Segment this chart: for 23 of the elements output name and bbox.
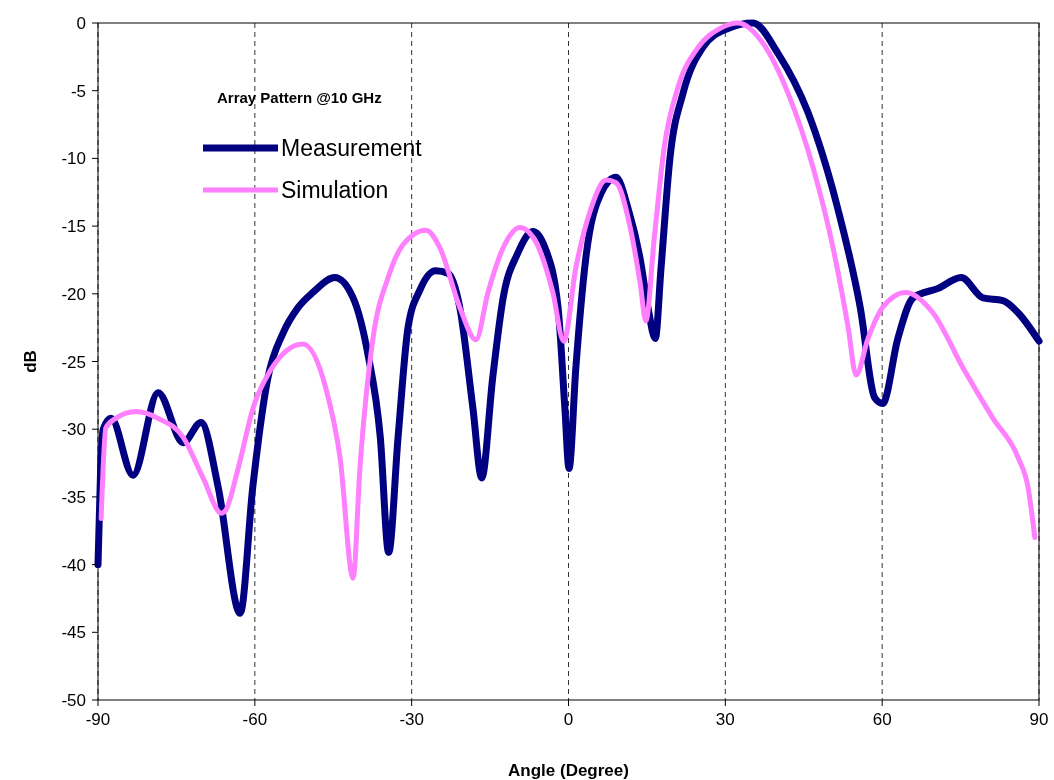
y-tick-label: -45: [61, 623, 86, 643]
y-tick-label: -5: [70, 81, 86, 101]
x-tick-label: 60: [872, 710, 892, 729]
x-tick-label: 30: [715, 710, 735, 729]
y-tick-label: -35: [61, 487, 86, 507]
x-tick-label: -90: [85, 710, 111, 729]
legend-title: Array Pattern @10 GHz: [217, 89, 382, 106]
y-tick-label: -30: [61, 420, 86, 440]
x-tick-label: -60: [242, 710, 268, 729]
x-tick-label: -30: [399, 710, 424, 729]
x-axis-title: Angle (Degree): [508, 761, 629, 780]
y-axis-title: dB: [21, 350, 40, 373]
y-tick-label: 0: [76, 14, 86, 33]
y-tick-label: -10: [61, 149, 86, 169]
y-tick-label: -50: [61, 691, 86, 710]
legend-label: Measurement: [281, 135, 423, 161]
y-tick-label: -25: [61, 352, 86, 372]
y-tick-label: -20: [61, 284, 86, 304]
legend-label: Simulation: [281, 177, 389, 203]
y-tick-label: -40: [61, 555, 86, 575]
x-tick-label: 0: [563, 710, 574, 729]
x-tick-label: 90: [1029, 710, 1049, 729]
y-tick-label: -15: [61, 217, 86, 237]
